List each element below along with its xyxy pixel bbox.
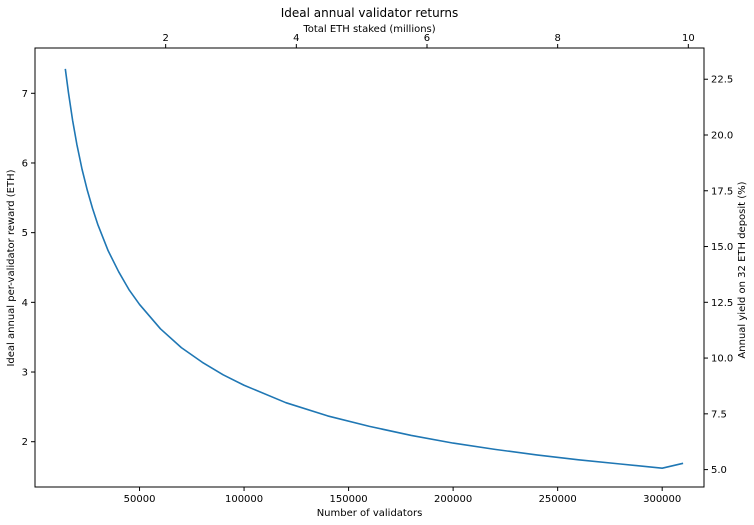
y-axis-label: Ideal annual per-validator reward (ETH) xyxy=(6,169,17,366)
right-y-tick-label: 17.5 xyxy=(711,186,733,197)
top-x-tick-label: 6 xyxy=(424,33,430,44)
right-y-tick-label: 12.5 xyxy=(711,298,733,309)
axes-frame xyxy=(34,47,705,488)
y-tick-label: 6 xyxy=(22,158,28,169)
x-tick-label: 250000 xyxy=(539,494,577,505)
top-x-tick-label: 8 xyxy=(554,33,560,44)
right-y-tick-label: 5.0 xyxy=(711,465,727,476)
right-y-axis-label: Annual yield on 32 ETH deposit (%) xyxy=(737,181,748,358)
y-tick-label: 3 xyxy=(22,368,28,379)
plot-area xyxy=(34,47,705,488)
top-x-axis-ticks: 2 4 6 8 10 xyxy=(162,33,695,48)
top-x-tick-label: 2 xyxy=(162,33,168,44)
right-y-tick-label: 7.5 xyxy=(711,409,727,420)
x-tick-label: 300000 xyxy=(643,494,681,505)
y-axis-ticks: 2 3 4 5 6 7 xyxy=(22,89,35,448)
y-tick-label: 4 xyxy=(22,298,28,309)
x-axis-label: Number of validators xyxy=(317,508,423,519)
x-tick-label: 200000 xyxy=(434,494,472,505)
right-y-tick-label: 22.5 xyxy=(711,75,733,86)
right-y-tick-label: 10.0 xyxy=(711,354,733,365)
top-x-tick-label: 4 xyxy=(293,33,299,44)
y-tick-label: 5 xyxy=(22,228,28,239)
right-y-axis-ticks: 5.0 7.5 10.0 12.5 15.0 17.5 20.0 22.5 xyxy=(704,75,733,476)
right-y-tick-label: 20.0 xyxy=(711,130,733,141)
x-tick-label: 100000 xyxy=(225,494,263,505)
top-x-axis-label: Total ETH staked (millions) xyxy=(302,24,435,35)
top-x-tick-label: 10 xyxy=(682,33,695,44)
x-axis-ticks: 50000 100000 150000 200000 250000 300000 xyxy=(124,487,681,505)
series-layer xyxy=(64,68,684,469)
y-tick-label: 2 xyxy=(22,437,28,448)
y-tick-label: 7 xyxy=(22,89,28,100)
right-y-tick-label: 15.0 xyxy=(711,242,733,253)
chart-title: Ideal annual validator returns xyxy=(281,6,459,20)
x-tick-label: 50000 xyxy=(124,494,156,505)
x-tick-label: 150000 xyxy=(330,494,368,505)
series-line xyxy=(64,68,684,469)
